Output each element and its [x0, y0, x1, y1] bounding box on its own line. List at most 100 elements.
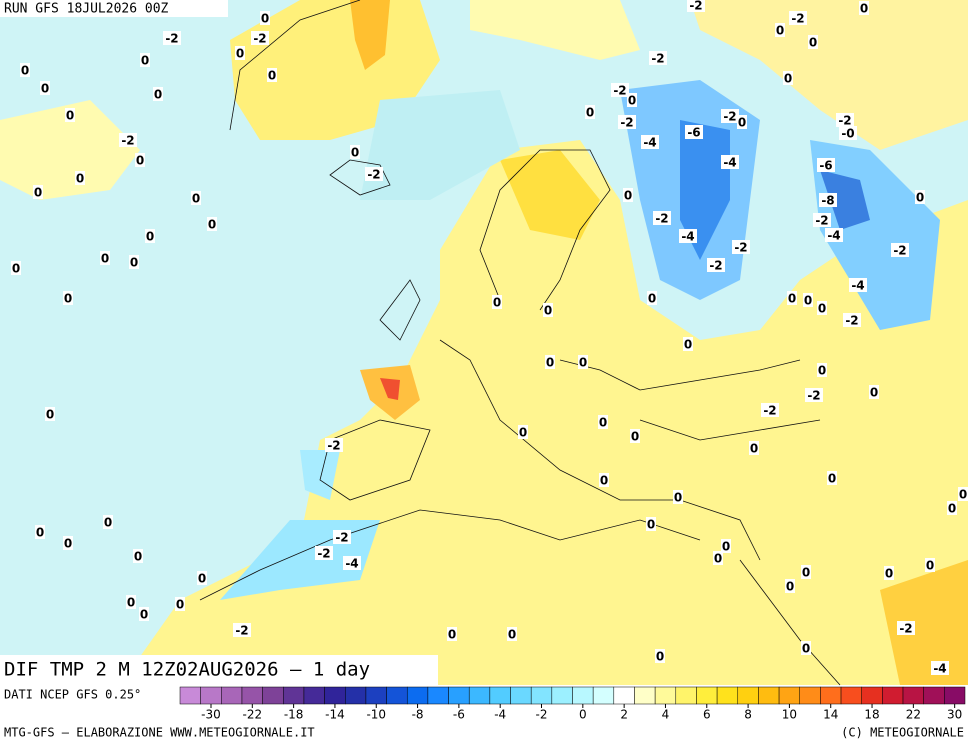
- colorbar-swatch: [386, 686, 408, 705]
- colorbar-tick-label: 30: [947, 708, 962, 722]
- colorbar: -30 -22 -18 -14 -10 -8 -6 -4 -2 0 2 4 6 8 10 14 18 22 30: [179, 686, 966, 722]
- colorbar-swatch: [861, 686, 883, 705]
- colorbar-tick-label: 14: [823, 708, 838, 722]
- map-label: 0: [351, 146, 359, 160]
- colorbar-swatch: [179, 686, 201, 705]
- map-label: 0: [519, 426, 527, 440]
- label-bg: [789, 11, 807, 25]
- label-bg: [129, 255, 139, 269]
- colorbar-tick-label: -6: [453, 708, 465, 722]
- map-label: -4: [345, 557, 358, 571]
- map-label: 0: [64, 537, 72, 551]
- label-bg: [721, 539, 731, 553]
- label-bg: [783, 71, 793, 85]
- map-label: 0: [64, 292, 72, 306]
- label-bg: [931, 661, 949, 675]
- map-label: 0: [738, 116, 746, 130]
- colorbar-tick-label: -22: [242, 708, 262, 722]
- label-bg: [819, 193, 837, 207]
- map-label: 0: [599, 416, 607, 430]
- map-label: -2: [335, 531, 348, 545]
- map-title: DIF TMP 2 M 12Z02AUG2026 — 1 day: [4, 659, 370, 681]
- label-bg: [884, 566, 894, 580]
- label-bg: [869, 385, 879, 399]
- map-label: -2: [815, 214, 828, 228]
- label-bg: [233, 623, 251, 637]
- map-label: 0: [722, 540, 730, 554]
- label-bg: [687, 0, 705, 12]
- colorbar-swatch: [365, 686, 387, 705]
- label-bg: [140, 53, 150, 67]
- label-bg: [343, 556, 361, 570]
- label-bg: [827, 471, 837, 485]
- label-bg: [947, 501, 957, 515]
- map-label: 0: [546, 356, 554, 370]
- map-label: 0: [959, 488, 967, 502]
- label-bg: [133, 549, 143, 563]
- label-bg: [801, 565, 811, 579]
- copyright-label: (C) METEOGIORNALE: [841, 726, 964, 740]
- map-label: 0: [648, 292, 656, 306]
- label-bg: [915, 190, 925, 204]
- map-label: -2: [899, 622, 912, 636]
- map-label: 0: [141, 54, 149, 68]
- colorbar-tick-label: 2: [620, 708, 628, 722]
- label-bg: [197, 571, 207, 585]
- label-bg: [315, 546, 333, 560]
- map-label: -6: [687, 126, 700, 140]
- map-label: 0: [544, 304, 552, 318]
- label-bg: [713, 551, 723, 565]
- label-bg: [646, 517, 656, 531]
- label-bg: [251, 31, 269, 45]
- label-bg: [45, 407, 55, 421]
- map-label: -4: [827, 229, 840, 243]
- map-label: 0: [631, 430, 639, 444]
- colorbar-tick-label: -8: [412, 708, 424, 722]
- map-label: 0: [674, 491, 682, 505]
- label-bg: [350, 145, 360, 159]
- label-bg: [749, 441, 759, 455]
- map-label: -4: [933, 662, 946, 676]
- map-label: -2: [845, 314, 858, 328]
- label-bg: [836, 113, 854, 127]
- label-bg: [813, 213, 831, 227]
- colorbar-swatch: [283, 686, 305, 705]
- colorbar-swatch: [882, 686, 904, 705]
- map-label: -2: [327, 439, 340, 453]
- colorbar-swatch: [654, 686, 677, 705]
- colorbar-tick-label: 8: [744, 708, 752, 722]
- map-label: -2: [763, 404, 776, 418]
- colorbar-swatch: [675, 686, 697, 705]
- label-bg: [599, 473, 609, 487]
- colorbar-tick-label: -2: [536, 708, 548, 722]
- label-bg: [175, 597, 185, 611]
- colorbar-swatch: [592, 686, 615, 705]
- label-bg: [207, 217, 217, 231]
- colorbar-swatch: [778, 686, 800, 705]
- map-label: -6: [819, 159, 832, 173]
- label-bg: [235, 46, 245, 60]
- label-bg: [655, 649, 665, 663]
- label-bg: [103, 515, 113, 529]
- map-label: -2: [317, 547, 330, 561]
- map-label: 0: [146, 230, 154, 244]
- label-bg: [787, 291, 797, 305]
- label-bg: [775, 23, 785, 37]
- label-bg: [33, 185, 43, 199]
- map-label: 0: [586, 106, 594, 120]
- label-bg: [518, 425, 528, 439]
- map-label: 0: [208, 218, 216, 232]
- map-label: 0: [127, 596, 135, 610]
- label-bg: [958, 487, 968, 501]
- map-label: 0: [34, 186, 42, 200]
- colorbar-tick-label: 4: [662, 708, 670, 722]
- label-bg: [63, 536, 73, 550]
- map-label: -2: [838, 114, 851, 128]
- map-label: 0: [104, 516, 112, 530]
- map-label: -4: [643, 136, 656, 150]
- map-label: -2: [893, 244, 906, 258]
- label-bg: [630, 429, 640, 443]
- map-label: 0: [786, 580, 794, 594]
